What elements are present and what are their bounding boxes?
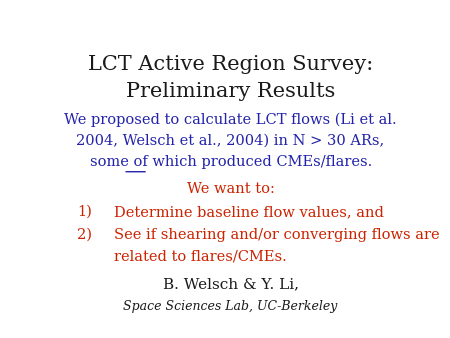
Text: See if shearing and/or converging flows are: See if shearing and/or converging flows …	[114, 228, 439, 242]
Text: Space Sciences Lab, UC-Berkeley: Space Sciences Lab, UC-Berkeley	[123, 299, 338, 313]
Text: related to flares/CMEs.: related to flares/CMEs.	[114, 249, 287, 263]
Text: 2004, Welsch et al., 2004) in N > 30 ARs,: 2004, Welsch et al., 2004) in N > 30 ARs…	[76, 134, 385, 147]
Text: Determine baseline flow values, and: Determine baseline flow values, and	[114, 205, 384, 219]
Text: We proposed to calculate LCT flows (Li et al.: We proposed to calculate LCT flows (Li e…	[64, 112, 397, 126]
Text: Preliminary Results: Preliminary Results	[126, 82, 335, 101]
Text: 1): 1)	[77, 205, 92, 219]
Text: 2): 2)	[77, 228, 92, 242]
Text: B. Welsch & Y. Li,: B. Welsch & Y. Li,	[162, 277, 299, 291]
Text: We want to:: We want to:	[187, 182, 274, 196]
Text: some of which produced CMEs/flares.: some of which produced CMEs/flares.	[90, 155, 372, 169]
Text: LCT Active Region Survey:: LCT Active Region Survey:	[88, 55, 373, 74]
